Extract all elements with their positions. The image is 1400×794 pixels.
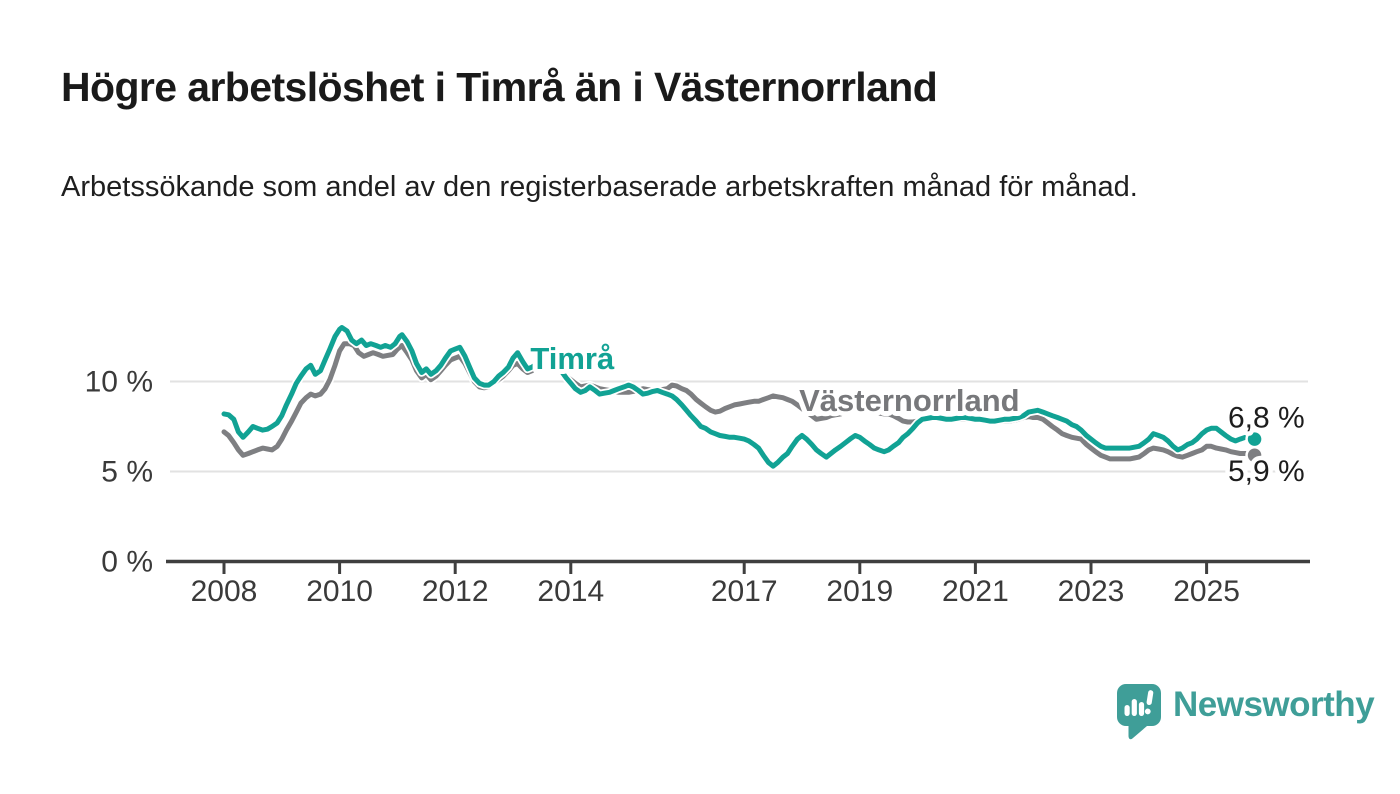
line-label-Timrå: Timrå	[530, 341, 615, 376]
x-tick-label-2017: 2017	[711, 575, 778, 608]
x-tick-label-2014: 2014	[537, 575, 604, 608]
bar-1	[1124, 705, 1130, 716]
x-tick-label-2012: 2012	[422, 575, 489, 608]
exclamation-mark	[1144, 690, 1154, 715]
end-value-label-6,8 %: 6,8 %	[1228, 401, 1305, 434]
y-tick-label-0: 0 %	[101, 546, 153, 579]
x-tick-label-2025: 2025	[1173, 575, 1240, 608]
x-tick-label-2021: 2021	[942, 575, 1009, 608]
series-line-Timrå	[221, 325, 1258, 469]
y-tick-label-5: 5 %	[101, 456, 153, 489]
y-tick-label-10: 10 %	[85, 366, 153, 399]
x-tick-label-2023: 2023	[1058, 575, 1125, 608]
x-tick-label-2019: 2019	[826, 575, 893, 608]
x-tick-label-2008: 2008	[191, 575, 258, 608]
bar-3	[1138, 702, 1145, 716]
x-tick-label-2010: 2010	[306, 575, 373, 608]
page-title: Högre arbetslöshet i Timrå än i Västerno…	[61, 64, 938, 110]
end-dot-Timrå	[1245, 429, 1264, 449]
end-value-label-5,9 %: 5,9 %	[1228, 455, 1305, 488]
chart-subtitle: Arbetssökande som andel av den registerb…	[61, 171, 1138, 203]
newsworthy-bubble-chart-icon	[1117, 684, 1161, 740]
newsworthy-logo: Newsworthy	[1116, 683, 1375, 740]
newsworthy-wordmark: Newsworthy	[1173, 685, 1375, 724]
series-line-Västernorrland	[221, 341, 1258, 462]
line-label-Västernorrland: Västernorrland	[799, 383, 1020, 418]
bar-2	[1131, 699, 1137, 716]
